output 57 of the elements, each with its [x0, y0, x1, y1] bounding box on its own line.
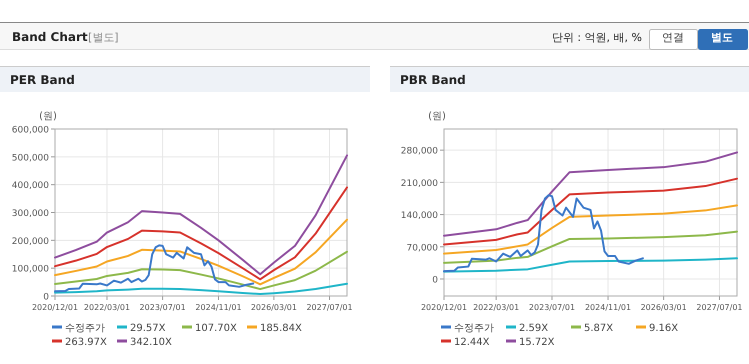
- y-tick-label: 400,000: [12, 181, 50, 192]
- y-axis-title: (원): [428, 111, 446, 122]
- legend-label: 185.84X: [260, 323, 302, 334]
- legend-label: 9.16X: [649, 323, 678, 334]
- line-series: [54, 186, 348, 280]
- y-tick-label: 210,000: [400, 178, 438, 189]
- chart-title: PER Band: [10, 73, 75, 87]
- legend-label: 12.44X: [454, 337, 490, 348]
- y-tick-label: 140,000: [400, 211, 438, 222]
- legend-label: 107.70X: [195, 323, 237, 334]
- y-tick-label: 70,000: [406, 243, 438, 254]
- text: [별도]: [88, 31, 119, 44]
- line-series: [54, 250, 348, 290]
- y-tick-label: 280,000: [400, 146, 438, 157]
- text: 별도: [711, 31, 733, 44]
- legend-label: 15.72X: [519, 337, 555, 348]
- y-tick-label: 300,000: [12, 209, 50, 219]
- y-tick-label: 200,000: [12, 236, 50, 247]
- x-tick-label: 2023/07/01: [528, 303, 576, 312]
- line-series: [443, 151, 738, 237]
- chart-title: PBR Band: [400, 73, 466, 87]
- line-series: [443, 194, 644, 272]
- legend-label: 5.87X: [584, 323, 614, 334]
- line-series: [54, 154, 348, 276]
- text: 연결: [662, 31, 684, 44]
- x-tick-label: 2027/07/01: [696, 303, 743, 312]
- legend-label: 29.57X: [130, 323, 166, 334]
- x-tick-label: 2026/03/01: [250, 303, 297, 312]
- x-tick-label: 2026/03/01: [640, 303, 687, 312]
- legend-label: 수정주가: [65, 323, 105, 334]
- y-tick-label: 600,000: [12, 126, 50, 136]
- x-tick-label: 2027/07/01: [306, 303, 353, 312]
- y-tick-label: 500,000: [12, 153, 50, 164]
- x-tick-label: 2022/03/01: [473, 303, 520, 312]
- y-tick-label: 100,000: [12, 264, 50, 275]
- line-series: [443, 230, 738, 264]
- line-series: [54, 244, 254, 292]
- x-tick-label: 2022/03/01: [84, 303, 130, 312]
- x-tick-label: 2020/12/01: [420, 303, 468, 312]
- line-series: [54, 218, 348, 286]
- x-tick-label: 2023/07/01: [140, 303, 186, 312]
- text: 단위 : 억원, 배, %: [552, 31, 642, 44]
- legend-label: 263.97X: [65, 337, 107, 348]
- x-tick-label: 2024/11/01: [584, 303, 632, 312]
- line-series: [443, 257, 738, 273]
- line-series: [54, 282, 348, 296]
- x-tick-label: 2024/11/01: [195, 303, 242, 312]
- legend-label: 2.59X: [519, 323, 548, 334]
- legend-label: 수정주가: [454, 323, 494, 334]
- y-axis-title: (원): [39, 111, 57, 122]
- text: Band Chart: [12, 30, 88, 44]
- x-tick-label: 2020/12/01: [32, 303, 78, 312]
- y-tick-label: 0: [432, 275, 438, 286]
- legend-label: 342.10X: [130, 337, 172, 348]
- y-tick-label: 0: [43, 292, 50, 302]
- line-series: [443, 204, 738, 255]
- line-series: [443, 178, 738, 246]
